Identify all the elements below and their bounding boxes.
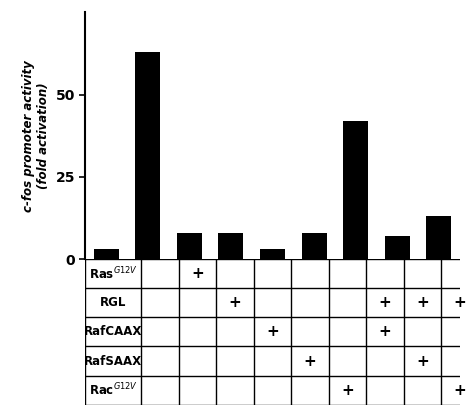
Bar	[177, 233, 202, 259]
Text: +: +	[379, 295, 391, 310]
Text: RGL: RGL	[100, 296, 127, 309]
Text: RafSAAX: RafSAAX	[84, 354, 143, 368]
Text: +: +	[454, 295, 466, 310]
Bar	[301, 233, 327, 259]
Text: +: +	[341, 383, 354, 398]
Text: Ras$^{G12V}$: Ras$^{G12V}$	[89, 265, 138, 282]
Bar	[260, 249, 285, 259]
Text: RafCAAX: RafCAAX	[84, 325, 143, 338]
Text: +: +	[229, 295, 241, 310]
Text: +: +	[266, 324, 279, 339]
Bar	[219, 233, 244, 259]
Text: +: +	[304, 354, 316, 368]
Text: +: +	[416, 354, 428, 368]
Text: +: +	[191, 266, 204, 281]
Y-axis label: c-fos promoter activity
(fold activation): c-fos promoter activity (fold activation…	[22, 60, 50, 211]
Bar	[385, 236, 410, 259]
Text: +: +	[454, 383, 466, 398]
Bar	[427, 216, 451, 259]
Bar	[94, 249, 118, 259]
Bar	[343, 121, 368, 259]
Bar	[135, 52, 160, 259]
Text: +: +	[379, 324, 391, 339]
Text: +: +	[416, 295, 428, 310]
Text: Rac$^{G12V}$: Rac$^{G12V}$	[89, 382, 138, 399]
